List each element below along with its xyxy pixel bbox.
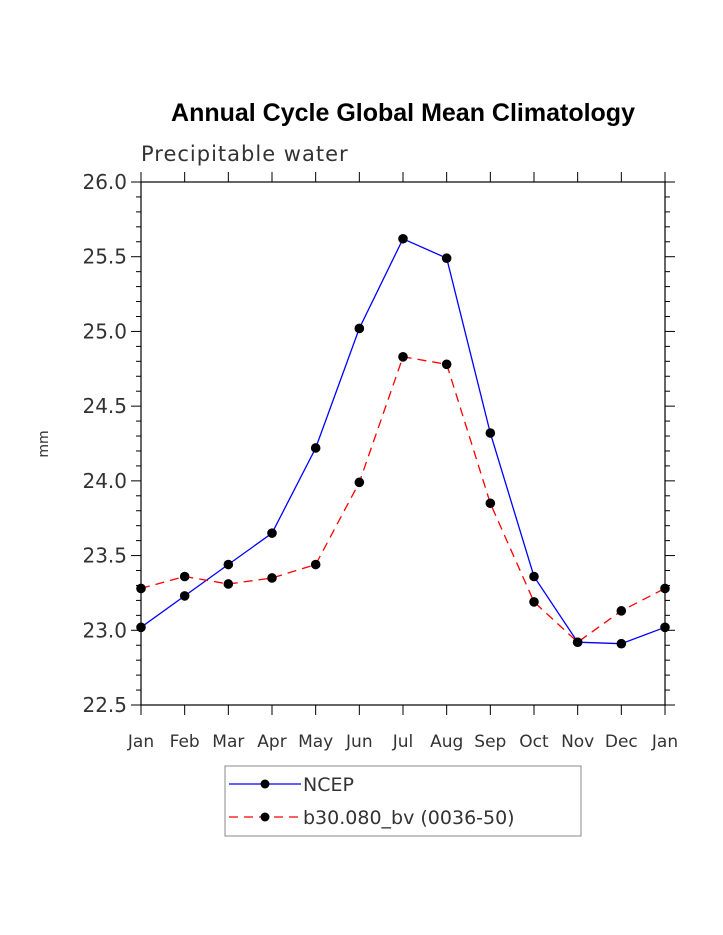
x-tick-label: Jan	[651, 732, 678, 752]
y-axis-label: mm	[36, 430, 52, 457]
legend-box	[224, 765, 582, 837]
x-tick-label: Sep	[474, 732, 506, 752]
data-point	[354, 477, 365, 488]
chart-title: Annual Cycle Global Mean Climatology	[171, 99, 635, 127]
legend-marker-b30	[260, 812, 270, 822]
data-point	[441, 359, 452, 370]
y-tick-label: 25.5	[82, 245, 127, 269]
data-point	[267, 573, 277, 583]
x-tick-label: Jul	[392, 732, 414, 752]
series-line-1	[140, 356, 666, 644]
data-point	[354, 323, 365, 334]
data-point	[310, 443, 321, 453]
axis-ticks: 22.5 23.0 23.5 24.0 24.5 25.0 25.5 26.0 Jan Feb Ma…	[82, 170, 678, 752]
data-series	[136, 233, 670, 649]
data-point	[485, 498, 496, 509]
legend-label-ncep: NCEP	[303, 774, 354, 796]
x-tick-label: Apr	[257, 732, 286, 752]
data-point	[223, 579, 234, 589]
y-tick-label: 25.0	[82, 319, 127, 343]
data-point	[267, 528, 277, 538]
data-point	[398, 352, 408, 362]
data-point	[616, 606, 627, 616]
y-tick-label: 22.5	[82, 693, 127, 717]
legend-marker-ncep	[260, 779, 270, 789]
y-tick-label: 24.0	[82, 469, 127, 493]
chart-subtitle: Precipitable water	[141, 142, 349, 166]
data-point	[616, 638, 627, 649]
data-point	[223, 559, 234, 570]
legend-label-b30: b30.080_bv (0036-50)	[303, 807, 515, 829]
data-point	[529, 597, 539, 607]
data-point	[179, 591, 190, 601]
data-point	[179, 571, 190, 582]
data-point	[529, 571, 539, 582]
data-point	[441, 253, 452, 264]
x-tick-label: Nov	[561, 732, 594, 752]
data-point	[310, 559, 321, 570]
x-tick-label: Aug	[430, 732, 463, 752]
data-point	[485, 428, 496, 438]
y-tick-label: 24.5	[82, 394, 127, 418]
data-point	[572, 637, 583, 648]
x-tick-label: Jan	[127, 732, 154, 752]
plot-frame	[140, 181, 666, 706]
legend: NCEP b30.080_bv (0036-50)	[224, 765, 582, 837]
x-tick-label: Jun	[345, 732, 373, 752]
x-tick-label: Dec	[605, 732, 638, 752]
x-tick-label: May	[298, 732, 333, 752]
x-tick-label: Feb	[170, 732, 200, 752]
y-tick-label: 23.5	[82, 544, 127, 568]
y-tick-label: 26.0	[82, 170, 127, 194]
data-point	[398, 233, 408, 244]
x-tick-label: Oct	[519, 732, 549, 752]
y-tick-label: 23.0	[82, 618, 127, 642]
x-tick-label: Mar	[212, 732, 244, 752]
